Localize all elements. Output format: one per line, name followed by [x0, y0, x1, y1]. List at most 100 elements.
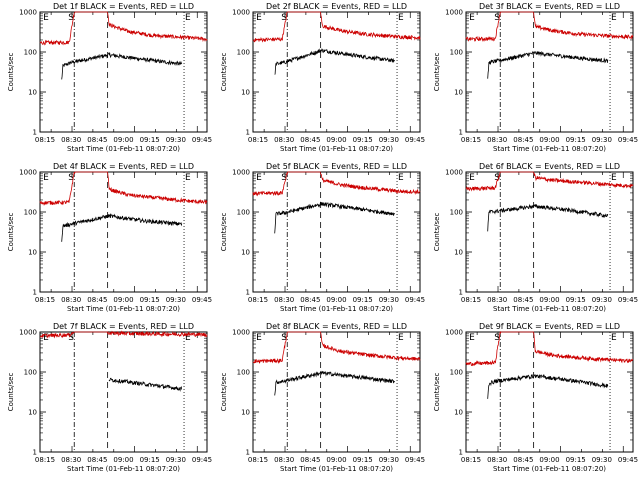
x-tick-label: 09:30	[592, 296, 612, 304]
x-axis-label: Start Time (01-Feb-11 08:07:20)	[67, 465, 180, 473]
event-marker-S: S	[68, 333, 74, 343]
y-tick-label: 10	[28, 409, 37, 417]
lld-series-line	[39, 171, 208, 206]
event-marker-E: E	[43, 333, 49, 343]
x-tick-label: 09:00	[326, 296, 346, 304]
event-marker-E: E	[611, 333, 617, 343]
panel-title: Det 6f BLACK = Events, RED = LLD	[479, 162, 620, 171]
plot-frame	[252, 11, 421, 133]
y-tick-label: 1000	[232, 169, 250, 177]
events-series-line	[487, 373, 609, 399]
y-tick-label: 1000	[445, 329, 463, 337]
x-tick-label: 09:00	[326, 136, 346, 144]
x-tick-label: 08:45	[513, 296, 533, 304]
event-marker-E: E	[185, 173, 191, 183]
x-tick-label: 08:45	[300, 296, 320, 304]
y-tick-label: 100	[450, 369, 463, 377]
x-tick-label: 09:30	[166, 296, 186, 304]
y-tick-label: 1	[33, 449, 37, 457]
panel-title: Det 1f BLACK = Events, RED = LLD	[53, 2, 194, 11]
x-tick-label: 09:15	[353, 456, 373, 464]
lld-series-line	[465, 171, 634, 192]
x-tick-label: 09:15	[353, 296, 373, 304]
x-tick-label: 08:15	[461, 136, 481, 144]
x-tick-label: 08:30	[487, 296, 507, 304]
x-tick-label: 09:15	[140, 296, 160, 304]
x-tick-label: 09:30	[379, 296, 399, 304]
event-marker-E: E	[185, 333, 191, 343]
x-tick-label: 08:30	[487, 456, 507, 464]
x-tick-label: 08:15	[248, 136, 268, 144]
x-tick-label: 08:15	[248, 296, 268, 304]
lld-series-line	[465, 11, 634, 43]
y-tick-label: 100	[450, 49, 463, 57]
y-tick-label: 100	[237, 369, 250, 377]
x-tick-label: 09:30	[592, 456, 612, 464]
detector-panel-8: Det 8f BLACK = Events, RED = LLD 1 10 100 10…	[220, 322, 425, 473]
x-tick-label: 09:00	[113, 296, 133, 304]
event-marker-S: S	[68, 173, 74, 183]
x-tick-label: 08:30	[61, 136, 81, 144]
x-tick-label: 09:15	[566, 456, 586, 464]
plot-frame	[252, 331, 421, 453]
events-series-line	[61, 51, 183, 80]
x-tick-label: 08:15	[248, 456, 268, 464]
x-tick-label: 09:45	[618, 136, 638, 144]
y-axis-label: Counts/sec	[7, 373, 15, 412]
y-tick-label: 1000	[445, 9, 463, 17]
x-tick-label: 09:30	[592, 136, 612, 144]
event-marker-S: S	[281, 333, 287, 343]
event-marker-E: E	[469, 173, 475, 183]
x-tick-label: 09:00	[113, 136, 133, 144]
y-tick-label: 100	[24, 49, 37, 57]
y-axis-label: Counts/sec	[433, 373, 441, 412]
x-tick-label: 08:45	[513, 456, 533, 464]
x-tick-label: 09:30	[166, 456, 186, 464]
y-tick-label: 1	[459, 289, 463, 297]
x-axis-label: Start Time (01-Feb-11 08:07:20)	[493, 465, 606, 473]
x-axis-label: Start Time (01-Feb-11 08:07:20)	[280, 145, 393, 153]
y-tick-label: 1	[459, 449, 463, 457]
y-tick-label: 1	[246, 289, 250, 297]
panel-title: Det 9f BLACK = Events, RED = LLD	[479, 322, 620, 331]
x-tick-label: 09:45	[192, 136, 212, 144]
detector-panel-3: Det 3f BLACK = Events, RED = LLD 1 10 100 10…	[433, 2, 638, 153]
x-tick-label: 09:30	[379, 136, 399, 144]
panel-title: Det 2f BLACK = Events, RED = LLD	[266, 2, 407, 11]
x-axis-label: Start Time (01-Feb-11 08:07:20)	[67, 145, 180, 153]
y-tick-label: 10	[241, 249, 250, 257]
lld-series-line	[252, 331, 421, 364]
panel-title: Det 7f BLACK = Events, RED = LLD	[53, 322, 194, 331]
x-tick-label: 08:45	[87, 456, 107, 464]
x-tick-label: 09:00	[539, 296, 559, 304]
x-tick-label: 09:30	[379, 456, 399, 464]
y-tick-label: 1	[33, 129, 37, 137]
event-marker-E: E	[611, 13, 617, 23]
x-tick-label: 09:00	[539, 136, 559, 144]
y-tick-label: 10	[28, 249, 37, 257]
x-tick-label: 09:15	[140, 136, 160, 144]
event-marker-S: S	[68, 13, 74, 23]
x-tick-label: 08:45	[87, 136, 107, 144]
x-axis-label: Start Time (01-Feb-11 08:07:20)	[493, 145, 606, 153]
x-tick-label: 08:15	[35, 136, 55, 144]
event-marker-E: E	[398, 333, 404, 343]
y-tick-label: 1000	[19, 169, 37, 177]
x-axis-label: Start Time (01-Feb-11 08:07:20)	[493, 305, 606, 313]
x-tick-label: 08:45	[300, 136, 320, 144]
x-tick-label: 08:30	[274, 136, 294, 144]
x-tick-label: 08:30	[61, 456, 81, 464]
y-tick-label: 100	[237, 49, 250, 57]
y-tick-label: 100	[24, 369, 37, 377]
y-tick-label: 10	[241, 89, 250, 97]
x-tick-label: 09:45	[405, 296, 425, 304]
events-series-line	[487, 203, 609, 232]
x-tick-label: 08:15	[35, 456, 55, 464]
y-tick-label: 100	[450, 209, 463, 217]
y-axis-label: Counts/sec	[220, 213, 228, 252]
plot-frame	[39, 171, 208, 293]
x-tick-label: 08:45	[300, 456, 320, 464]
detector-panel-4: Det 4f BLACK = Events, RED = LLD 1 10 100 10…	[7, 162, 212, 313]
events-series-line	[487, 50, 609, 79]
y-tick-label: 100	[24, 209, 37, 217]
